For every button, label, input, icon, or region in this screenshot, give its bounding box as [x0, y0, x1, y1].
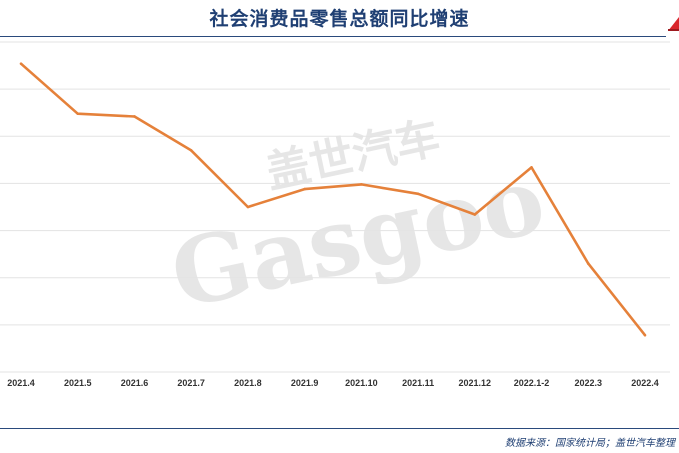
- title-divider: [0, 36, 666, 37]
- series-line-layer: [19, 62, 647, 337]
- chart-title: 社会消费品零售总额同比增速: [209, 8, 470, 30]
- series-line: [20, 62, 647, 337]
- x-tick-label: 2022.4: [631, 378, 659, 388]
- data-point: [133, 115, 136, 118]
- x-axis-tick-labels: 2021.4 2021.5 2021.6 2021.7 2021.8 2021.9 2021…: [7, 378, 659, 388]
- x-tick-label: 2021.9: [291, 378, 319, 388]
- data-point: [19, 62, 23, 65]
- x-tick-label: 2021.11: [402, 378, 434, 388]
- data-point: [530, 166, 533, 169]
- x-tick-label: 2021.12: [459, 378, 492, 388]
- data-point: [76, 112, 80, 115]
- gridlines: [0, 41, 670, 373]
- data-point: [189, 149, 193, 152]
- x-tick-label: 2021.4: [7, 378, 35, 388]
- x-tick-label: 2021.10: [345, 378, 378, 388]
- x-tick-label: 2021.5: [64, 378, 92, 388]
- data-point: [360, 183, 363, 186]
- footer-divider: [0, 428, 679, 429]
- x-tick-label: 2021.6: [121, 378, 149, 388]
- x-tick-label: 2022.3: [575, 378, 603, 388]
- data-point: [303, 187, 306, 191]
- data-point: [416, 192, 420, 196]
- data-source-note: 数据来源：国家统计局；盖世汽车整理: [505, 438, 675, 449]
- red-triangle-logo-icon: [668, 17, 679, 31]
- x-tick-label: 2021.8: [234, 378, 262, 388]
- x-tick-label: 2021.7: [177, 378, 205, 388]
- data-point: [586, 262, 590, 265]
- data-point: [473, 213, 477, 216]
- data-point: [643, 333, 647, 337]
- x-tick-label: 2022.1-2: [514, 378, 550, 388]
- data-point: [246, 205, 250, 209]
